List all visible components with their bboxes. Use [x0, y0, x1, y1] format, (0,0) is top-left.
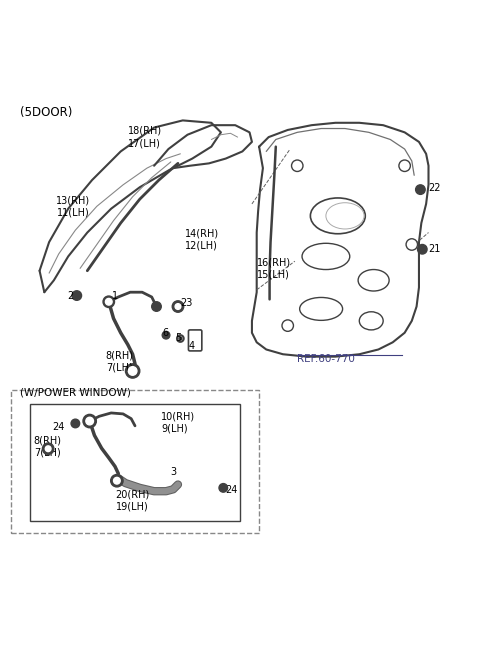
Text: 21: 21 — [429, 244, 441, 255]
Text: 8(RH)
7(LH): 8(RH) 7(LH) — [106, 350, 134, 373]
Text: 16(RH)
15(LH): 16(RH) 15(LH) — [257, 257, 291, 279]
Circle shape — [114, 478, 120, 484]
Circle shape — [83, 415, 96, 428]
Circle shape — [416, 185, 425, 194]
Text: (W/POWER WINDOW): (W/POWER WINDOW) — [21, 388, 132, 398]
Circle shape — [103, 296, 115, 308]
Circle shape — [282, 320, 293, 331]
Text: 20(RH)
19(LH): 20(RH) 19(LH) — [116, 489, 150, 512]
Text: 3: 3 — [171, 467, 177, 477]
Circle shape — [418, 245, 427, 254]
Text: 24: 24 — [226, 485, 238, 495]
Ellipse shape — [360, 312, 383, 330]
Text: 2: 2 — [67, 291, 73, 300]
Text: 8(RH)
7(LH): 8(RH) 7(LH) — [34, 435, 62, 457]
FancyBboxPatch shape — [11, 390, 259, 533]
Text: 1: 1 — [112, 291, 118, 300]
Circle shape — [179, 337, 182, 340]
Text: 22: 22 — [429, 183, 441, 193]
Ellipse shape — [300, 297, 343, 320]
Circle shape — [399, 160, 410, 171]
Circle shape — [219, 483, 228, 492]
Text: 24: 24 — [52, 422, 65, 432]
Circle shape — [406, 239, 418, 250]
Circle shape — [162, 331, 170, 339]
Text: 14(RH)
12(LH): 14(RH) 12(LH) — [185, 228, 219, 251]
Text: 18(RH)
17(LH): 18(RH) 17(LH) — [128, 126, 162, 148]
Text: REF.60-770: REF.60-770 — [297, 354, 355, 364]
FancyBboxPatch shape — [189, 330, 202, 351]
Circle shape — [71, 419, 80, 428]
Text: 5: 5 — [176, 333, 182, 344]
Circle shape — [125, 364, 140, 378]
Ellipse shape — [311, 198, 365, 234]
Circle shape — [172, 301, 184, 312]
Ellipse shape — [358, 270, 389, 291]
Circle shape — [175, 304, 181, 310]
FancyBboxPatch shape — [30, 404, 240, 522]
Text: 13(RH)
11(LH): 13(RH) 11(LH) — [56, 195, 90, 218]
Text: 6: 6 — [163, 328, 169, 338]
Circle shape — [152, 302, 161, 312]
Circle shape — [106, 298, 112, 305]
Circle shape — [72, 291, 82, 300]
Circle shape — [86, 417, 94, 425]
Text: 10(RH)
9(LH): 10(RH) 9(LH) — [161, 411, 195, 434]
Circle shape — [42, 443, 54, 455]
Text: 4: 4 — [189, 341, 195, 351]
Circle shape — [291, 160, 303, 171]
Circle shape — [111, 474, 123, 487]
Circle shape — [45, 446, 51, 451]
Ellipse shape — [302, 243, 350, 270]
Text: (5DOOR): (5DOOR) — [21, 106, 73, 119]
Ellipse shape — [326, 203, 364, 229]
Text: 23: 23 — [180, 298, 193, 308]
Circle shape — [128, 367, 137, 375]
